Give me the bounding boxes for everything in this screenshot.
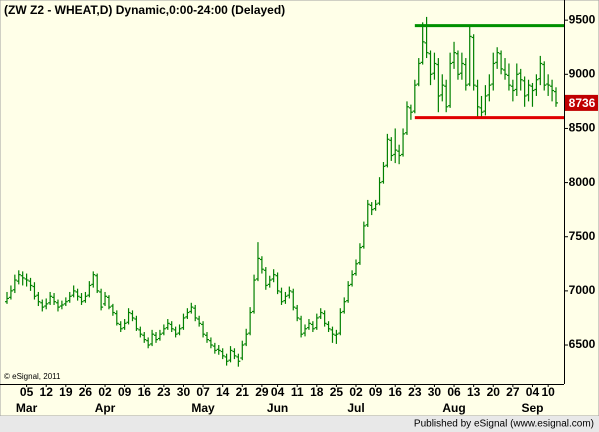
y-tick-label: 7000 (569, 283, 596, 297)
month-label: Sep (521, 401, 543, 415)
x-tick-label: 30 (177, 385, 191, 399)
x-tick-label: 18 (310, 385, 324, 399)
y-tick-label: 8000 (569, 175, 596, 189)
last-price-label: 8736 (569, 96, 596, 110)
x-tick-label: 26 (79, 385, 93, 399)
footer: Published by eSignal (www.esignal.com) (414, 419, 594, 430)
x-tick-label: 16 (389, 385, 403, 399)
y-tick-label: 8500 (569, 121, 596, 135)
x-tick-label: 21 (236, 385, 250, 399)
x-tick-label: 02 (349, 385, 363, 399)
x-tick-label: 12 (40, 385, 54, 399)
x-tick-label: 23 (157, 385, 171, 399)
x-tick-label: 19 (59, 385, 73, 399)
x-tick-label: 07 (196, 385, 210, 399)
month-label: Jul (347, 401, 364, 415)
x-tick-label: 30 (428, 385, 442, 399)
x-tick-label: 16 (138, 385, 152, 399)
x-tick-label: 02 (98, 385, 112, 399)
y-tick-label: 6500 (569, 337, 596, 351)
y-tick-label: 9000 (569, 66, 596, 80)
last-price-box (565, 94, 598, 111)
y-tick-label: 7500 (569, 229, 596, 243)
month-label: May (191, 401, 215, 415)
x-tick-label: 11 (291, 385, 304, 399)
x-tick-label: 29 (255, 385, 269, 399)
footer-bar (0, 416, 599, 432)
month-label: Jun (267, 401, 288, 415)
month-label: Apr (95, 401, 116, 415)
x-tick-label: 25 (330, 385, 344, 399)
x-tick-label: 14 (216, 385, 230, 399)
month-label: Aug (442, 401, 465, 415)
x-tick-label: 04 (271, 385, 285, 399)
x-tick-label: 06 (447, 385, 461, 399)
chart-background (0, 0, 599, 417)
month-label: Mar (16, 401, 38, 415)
chart-title: (ZW Z2 - WHEAT,D) Dynamic,0:00-24:00 (De… (4, 3, 285, 17)
x-tick-label: 13 (467, 385, 481, 399)
x-tick-label: 09 (118, 385, 132, 399)
credit: © eSignal, 2011 (4, 372, 61, 381)
x-tick-label: 09 (369, 385, 383, 399)
x-tick-label: 27 (506, 385, 520, 399)
x-tick-label: 05 (20, 385, 34, 399)
x-tick-label: 10 (541, 385, 555, 399)
x-tick-label: 23 (408, 385, 422, 399)
x-tick-label: 04 (526, 385, 540, 399)
y-tick-label: 9500 (569, 12, 596, 26)
x-tick-label: 20 (487, 385, 501, 399)
